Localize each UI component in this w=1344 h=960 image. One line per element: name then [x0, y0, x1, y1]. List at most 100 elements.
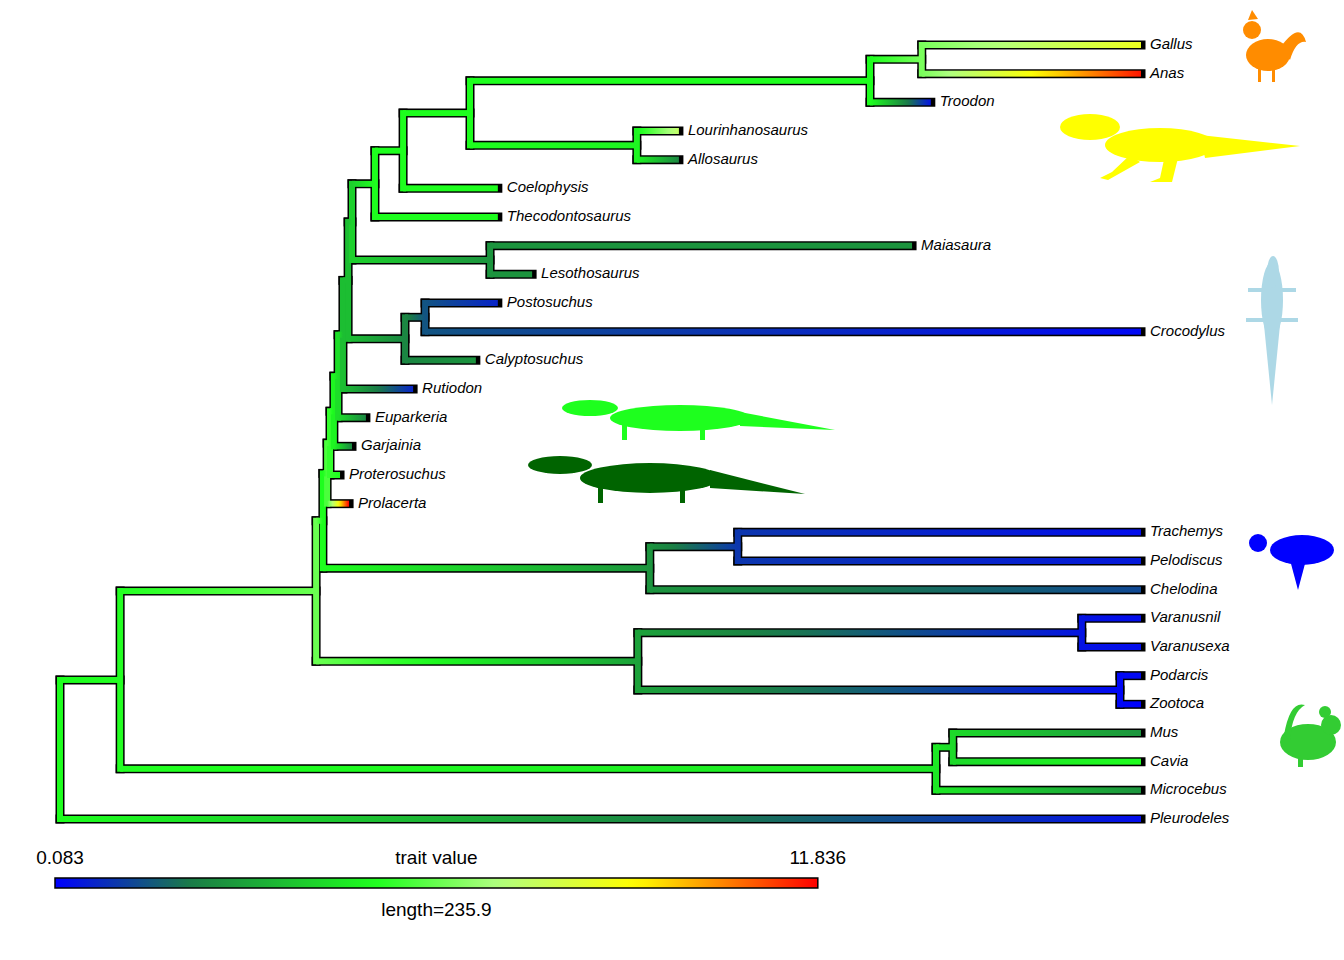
color-bar	[55, 878, 818, 888]
tip-label: Mus	[1150, 723, 1179, 740]
silhouette-part	[1249, 534, 1267, 552]
branch	[738, 558, 1141, 564]
silhouette-part	[700, 424, 705, 440]
tip-label: Proterosuchus	[349, 465, 446, 482]
branch	[936, 744, 953, 750]
tip-label: Trachemys	[1150, 522, 1224, 539]
branch-outline	[1120, 671, 1141, 680]
silhouette-part	[1280, 32, 1306, 60]
branch-outline	[490, 241, 912, 250]
tip-label: Crocodylus	[1150, 322, 1226, 339]
branch	[1120, 701, 1141, 707]
branch	[327, 501, 349, 507]
tip-labels: GallusAnasTroodonLourinhanosaurusAllosau…	[349, 35, 1230, 826]
branch	[936, 787, 1141, 793]
silhouette-part	[1267, 256, 1279, 288]
tip-label: Podarcis	[1150, 666, 1209, 683]
tip-label: Anas	[1149, 64, 1185, 81]
silhouette-part	[1060, 114, 1120, 140]
branch	[60, 677, 120, 683]
tip-label: Lourinhanosaurus	[688, 121, 809, 138]
branch-outline	[425, 327, 1141, 336]
branch-outline	[1082, 643, 1141, 652]
tree-chart: GallusAnasTroodonLourinhanosaurusAllosau…	[0, 0, 1344, 960]
silhouette-part	[562, 400, 618, 416]
branch	[638, 687, 1120, 693]
branch-outline	[1120, 700, 1141, 709]
silhouette-part	[528, 456, 592, 474]
branch-outline	[375, 213, 498, 222]
branch-outline	[343, 385, 413, 394]
branch-outline	[405, 313, 425, 322]
tip-label: Calyptosuchus	[485, 350, 584, 367]
branch	[1082, 615, 1141, 621]
silhouette-part	[1150, 155, 1178, 182]
branch-fills	[60, 42, 1141, 822]
silhouette-part	[1319, 706, 1331, 718]
branch-outline	[352, 256, 490, 265]
branch-outlines	[60, 45, 1141, 819]
branch	[330, 472, 340, 478]
branch	[334, 443, 352, 449]
branch	[953, 759, 1141, 765]
tip-label: Prolacerta	[358, 494, 426, 511]
branch	[334, 373, 338, 379]
branch-outline	[1082, 614, 1141, 623]
branch	[375, 214, 498, 220]
branch	[425, 329, 1141, 335]
branch-outline	[403, 184, 498, 193]
silhouette-part	[1258, 68, 1261, 82]
tip-label: Thecodontosaurus	[507, 207, 632, 224]
tip-label: Microcebus	[1150, 780, 1227, 797]
branch-outline	[120, 587, 316, 596]
silhouette-part	[610, 405, 750, 431]
branch-outline	[470, 76, 870, 85]
silhouette-part	[1200, 135, 1300, 158]
branch-outline	[425, 299, 498, 308]
branch	[953, 730, 1141, 736]
branch	[352, 181, 375, 187]
branch	[323, 470, 327, 476]
tip-label: Euparkeria	[375, 408, 448, 425]
branch	[60, 816, 1141, 822]
branch	[425, 300, 498, 306]
branch	[638, 630, 1082, 636]
branch-outline	[490, 270, 532, 279]
tip-label: Lesothosaurus	[541, 264, 640, 281]
silhouette	[1060, 114, 1300, 182]
branch	[922, 42, 1141, 48]
chart: GallusAnasTroodonLourinhanosaurusAllosau…	[0, 0, 1344, 960]
scale-bar-label: length=235.9	[381, 899, 491, 920]
branch	[330, 408, 334, 414]
silhouette-part	[1321, 715, 1341, 735]
branch	[637, 128, 679, 134]
silhouette	[1249, 534, 1334, 590]
silhouette-part	[680, 486, 685, 503]
branch	[338, 332, 343, 338]
branch-outline	[338, 413, 366, 422]
branch	[327, 440, 330, 446]
tip-label: Varanusexa	[1150, 637, 1230, 654]
branch	[343, 277, 348, 283]
branch-outline	[936, 786, 1141, 795]
silhouette-part	[622, 424, 627, 440]
branch	[470, 78, 870, 84]
branch-outline	[953, 729, 1141, 738]
tip-label: Zootoca	[1149, 694, 1204, 711]
branch	[405, 357, 476, 363]
branch	[870, 56, 922, 62]
branch	[120, 766, 936, 772]
color-legend: 0.08311.836trait valuelength=235.9	[36, 847, 846, 920]
silhouette-part	[1248, 288, 1296, 292]
tip-label: Garjainia	[361, 436, 421, 453]
branch	[650, 544, 738, 550]
branch-outline	[327, 499, 349, 508]
silhouette	[528, 456, 805, 503]
tip-label: Gallus	[1150, 35, 1193, 52]
branch-outline	[870, 98, 931, 107]
branch-outline	[375, 146, 403, 155]
branch-outline	[323, 564, 650, 573]
branch	[316, 658, 638, 664]
branch	[922, 71, 1141, 77]
silhouette-part	[1290, 560, 1306, 590]
